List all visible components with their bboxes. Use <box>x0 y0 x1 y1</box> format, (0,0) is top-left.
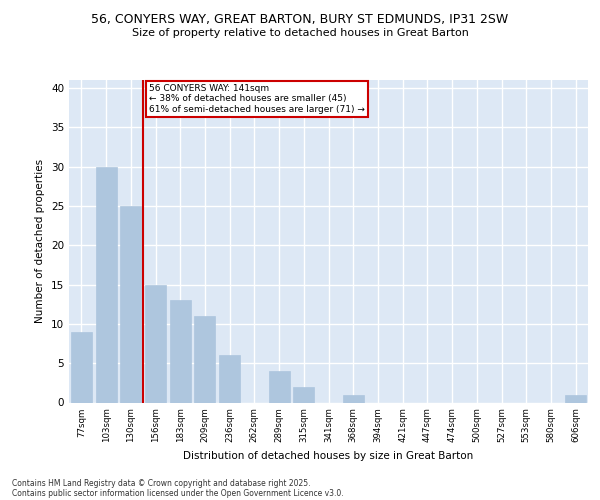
Bar <box>194 316 215 402</box>
Text: 56, CONYERS WAY, GREAT BARTON, BURY ST EDMUNDS, IP31 2SW: 56, CONYERS WAY, GREAT BARTON, BURY ST E… <box>91 12 509 26</box>
Text: Contains public sector information licensed under the Open Government Licence v3: Contains public sector information licen… <box>12 488 344 498</box>
Y-axis label: Number of detached properties: Number of detached properties <box>35 159 46 324</box>
Text: Size of property relative to detached houses in Great Barton: Size of property relative to detached ho… <box>131 28 469 38</box>
Text: Contains HM Land Registry data © Crown copyright and database right 2025.: Contains HM Land Registry data © Crown c… <box>12 478 311 488</box>
Text: 56 CONYERS WAY: 141sqm
← 38% of detached houses are smaller (45)
61% of semi-det: 56 CONYERS WAY: 141sqm ← 38% of detached… <box>149 84 365 114</box>
Bar <box>145 284 166 403</box>
Bar <box>95 166 116 402</box>
Bar <box>343 394 364 402</box>
X-axis label: Distribution of detached houses by size in Great Barton: Distribution of detached houses by size … <box>184 450 473 460</box>
Bar <box>269 371 290 402</box>
Bar <box>71 332 92 402</box>
Bar <box>219 356 240 403</box>
Bar <box>565 394 586 402</box>
Bar <box>293 387 314 402</box>
Bar <box>170 300 191 402</box>
Bar <box>120 206 141 402</box>
